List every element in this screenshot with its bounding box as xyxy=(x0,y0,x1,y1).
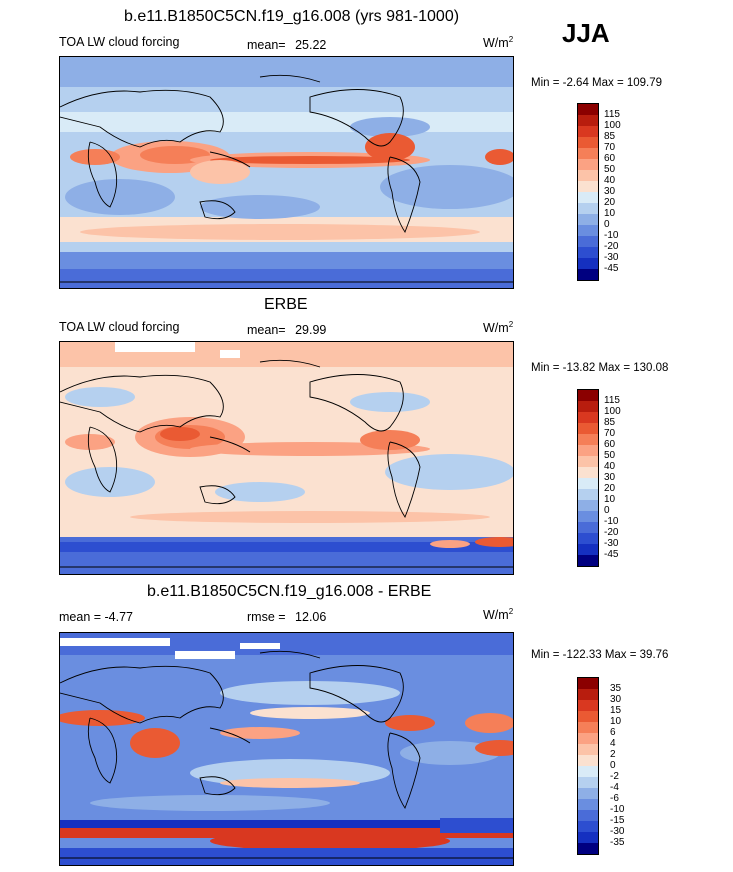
panel2-mean: mean= 29.99 xyxy=(247,323,326,337)
cbar3-tick: -10 xyxy=(610,804,625,815)
cbar1-tick: 50 xyxy=(604,164,616,175)
cbar2-tick: 0 xyxy=(604,505,610,516)
cbar3-tick: 35 xyxy=(610,683,622,694)
cbar1-tick: 60 xyxy=(604,153,616,164)
panel3-rmse-value: 12.06 xyxy=(295,610,327,624)
cbar3-tick: -2 xyxy=(610,771,619,782)
cbar2-tick: -30 xyxy=(604,538,619,549)
cbar2-tick: 115 xyxy=(604,395,620,406)
panel3-colorbar xyxy=(577,677,599,855)
cbar2-tick: -10 xyxy=(604,516,619,527)
panel3-map xyxy=(59,632,514,866)
cbar2-tick: 85 xyxy=(604,417,616,428)
cbar1-tick: 30 xyxy=(604,186,616,197)
cbar3-tick: -6 xyxy=(610,793,619,804)
cbar3-tick: 4 xyxy=(610,738,616,749)
cbar2-tick: 40 xyxy=(604,461,616,472)
panel3-minmax: Min = -122.33 Max = 39.76 xyxy=(531,649,669,661)
panel1-variable-label: TOA LW cloud forcing xyxy=(59,35,180,49)
cbar1-tick: 0 xyxy=(604,219,610,230)
cbar1-tick: -45 xyxy=(604,263,619,274)
cbar2-tick: 50 xyxy=(604,450,616,461)
cbar2-tick: -45 xyxy=(604,549,619,560)
cbar2-tick: 60 xyxy=(604,439,616,450)
cbar2-tick: 30 xyxy=(604,472,616,483)
cbar2-tick: 70 xyxy=(604,428,616,439)
cbar2-tick: 20 xyxy=(604,483,616,494)
cbar1-tick: 40 xyxy=(604,175,616,186)
panel1-mean-label: mean= xyxy=(247,38,286,52)
panel1-map xyxy=(59,56,514,289)
panel2-title: ERBE xyxy=(264,296,308,313)
cbar2-tick: -20 xyxy=(604,527,619,538)
cbar1-tick: 20 xyxy=(604,197,616,208)
panel2-mean-label: mean= xyxy=(247,323,286,337)
panel3-title: b.e11.B1850C5CN.f19_g16.008 - ERBE xyxy=(147,583,432,600)
panel3-rmse-label: rmse = xyxy=(247,610,286,624)
cbar1-tick: 100 xyxy=(604,120,621,131)
panel2-colorbar xyxy=(577,389,599,567)
panel2-map xyxy=(59,341,514,575)
cbar1-tick: 115 xyxy=(604,109,620,120)
cbar1-tick: -10 xyxy=(604,230,619,241)
panel3-rmse: rmse = 12.06 xyxy=(247,610,326,624)
season-label: JJA xyxy=(562,18,610,48)
cbar3-tick: -15 xyxy=(610,815,625,826)
cbar3-tick: -35 xyxy=(610,837,625,848)
panel2-minmax: Min = -13.82 Max = 130.08 xyxy=(531,362,669,374)
panel2-units: W/m2 xyxy=(483,320,514,336)
cbar3-tick: 0 xyxy=(610,760,616,771)
panel1-mean: mean= 25.22 xyxy=(247,38,326,52)
panel1-mean-value: 25.22 xyxy=(295,38,327,52)
cbar3-tick: 2 xyxy=(610,749,616,760)
cbar1-tick: -30 xyxy=(604,252,619,263)
panel2-variable-label: TOA LW cloud forcing xyxy=(59,320,180,334)
panel3-mean: mean = -4.77 xyxy=(59,610,134,624)
cbar3-tick: 10 xyxy=(610,716,622,727)
cbar1-tick: 70 xyxy=(604,142,616,153)
cbar3-tick: 6 xyxy=(610,727,616,738)
cbar3-tick: 30 xyxy=(610,694,622,705)
cbar1-tick: -20 xyxy=(604,241,619,252)
cbar2-tick: 10 xyxy=(604,494,616,505)
cbar3-tick: 15 xyxy=(610,705,622,716)
panel1-minmax: Min = -2.64 Max = 109.79 xyxy=(531,77,663,89)
cbar3-tick: -30 xyxy=(610,826,625,837)
panel3-units: W/m2 xyxy=(483,607,514,623)
panel1-units: W/m2 xyxy=(483,35,514,51)
cbar3-tick: -4 xyxy=(610,782,619,793)
panel1-title: b.e11.B1850C5CN.f19_g16.008 (yrs 981-100… xyxy=(124,8,460,25)
cbar1-tick: 85 xyxy=(604,131,616,142)
cbar1-tick: 10 xyxy=(604,208,616,219)
cbar2-tick: 100 xyxy=(604,406,621,417)
panel2-mean-value: 29.99 xyxy=(295,323,327,337)
panel1-colorbar xyxy=(577,103,599,281)
